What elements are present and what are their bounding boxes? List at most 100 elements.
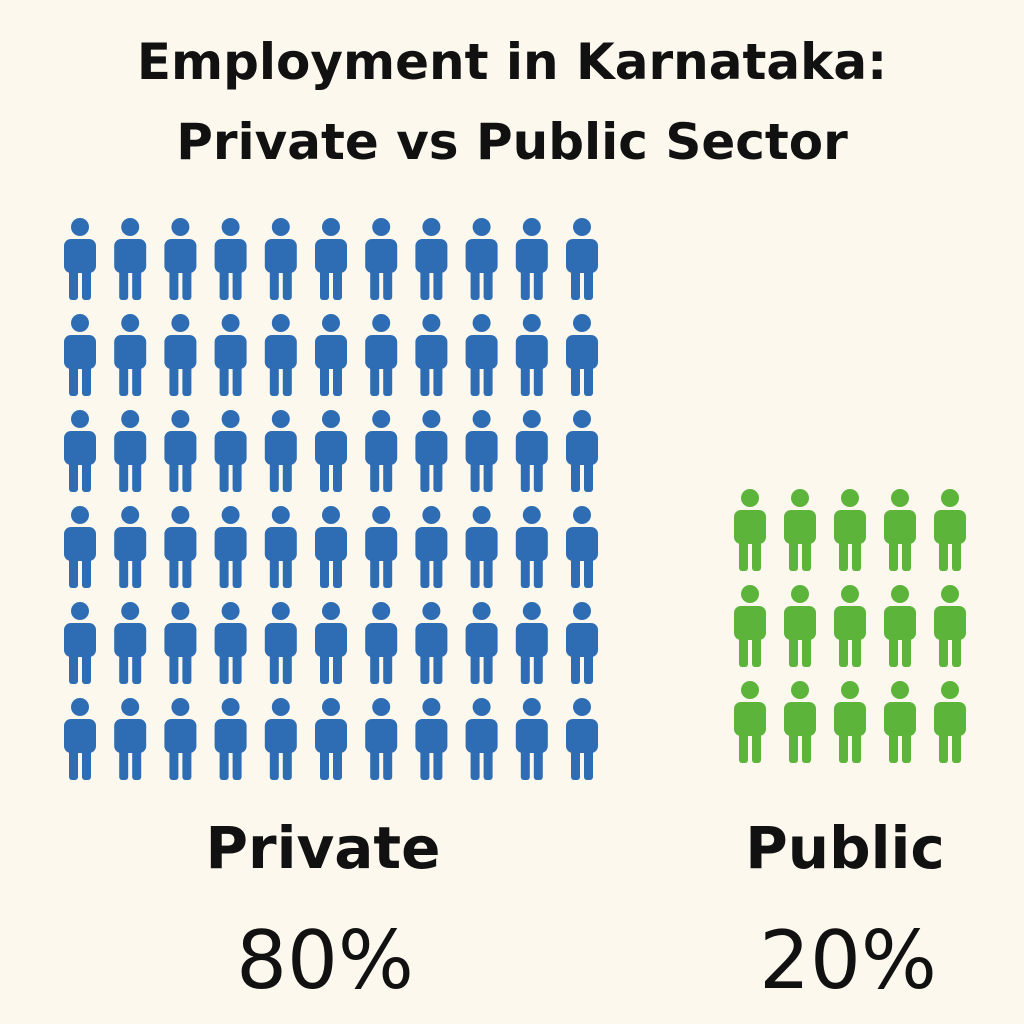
icon-head xyxy=(71,602,89,620)
icon-leg xyxy=(889,537,898,571)
person-icon xyxy=(934,585,966,667)
icon-head xyxy=(941,585,959,603)
icon-leg xyxy=(182,266,192,300)
icon-leg xyxy=(584,554,593,588)
icon-leg xyxy=(520,362,530,396)
icon-head xyxy=(71,698,89,716)
icon-head xyxy=(372,410,391,428)
person-icon xyxy=(315,314,347,396)
icon-leg xyxy=(739,729,748,763)
icon-leg xyxy=(952,729,961,763)
icon-group xyxy=(734,489,966,763)
icon-leg xyxy=(269,746,279,780)
icon-leg xyxy=(320,554,329,588)
icon-leg xyxy=(182,554,192,588)
icon-head xyxy=(472,410,491,428)
icon-leg xyxy=(533,458,543,492)
icon-body xyxy=(884,510,916,544)
icon-head xyxy=(522,602,541,620)
icon-head xyxy=(322,314,340,332)
person-icon xyxy=(834,681,866,763)
icon-body xyxy=(884,606,916,640)
icon-head xyxy=(422,602,441,620)
icon-head xyxy=(221,314,240,332)
icon-leg xyxy=(533,746,543,780)
icon-head xyxy=(422,506,441,524)
icon-leg xyxy=(939,729,948,763)
icon-leg xyxy=(571,554,580,588)
icon-head xyxy=(322,602,340,620)
icon-leg xyxy=(383,266,393,300)
icon-body xyxy=(114,623,147,657)
icon-leg xyxy=(333,554,342,588)
category-label: Private xyxy=(205,814,440,882)
icon-body xyxy=(164,431,197,465)
icon-leg xyxy=(584,650,593,684)
icon-head xyxy=(271,698,290,716)
icon-leg xyxy=(889,729,898,763)
icon-leg xyxy=(320,362,329,396)
icon-body xyxy=(365,623,398,657)
icon-leg xyxy=(119,362,129,396)
icon-leg xyxy=(119,746,129,780)
icon-leg xyxy=(420,554,430,588)
icon-leg xyxy=(232,554,242,588)
icon-leg xyxy=(483,362,493,396)
icon-head xyxy=(221,602,240,620)
icon-leg xyxy=(902,729,911,763)
icon-body xyxy=(264,431,297,465)
icon-body xyxy=(934,702,966,736)
person-icon xyxy=(164,314,197,396)
icon-leg xyxy=(132,458,142,492)
icon-head xyxy=(71,506,89,524)
icon-leg xyxy=(902,537,911,571)
icon-head xyxy=(472,314,491,332)
person-icon xyxy=(264,506,297,588)
icon-leg xyxy=(739,633,748,667)
icon-leg xyxy=(939,537,948,571)
icon-body xyxy=(264,239,297,273)
icon-body xyxy=(214,335,247,369)
icon-head xyxy=(573,506,591,524)
icon-head xyxy=(271,314,290,332)
icon-body xyxy=(315,719,347,753)
person-icon xyxy=(515,314,548,396)
person-icon xyxy=(734,681,766,763)
icon-leg xyxy=(132,362,142,396)
icon-body xyxy=(934,606,966,640)
person-icon xyxy=(64,602,96,684)
icon-leg xyxy=(520,266,530,300)
icon-leg xyxy=(182,650,192,684)
icon-body xyxy=(415,239,448,273)
icon-body xyxy=(784,702,816,736)
icon-leg xyxy=(119,458,129,492)
person-icon xyxy=(884,585,916,667)
icon-head xyxy=(271,410,290,428)
person-icon xyxy=(734,489,766,571)
icon-leg xyxy=(483,266,493,300)
icon-leg xyxy=(752,633,761,667)
person-icon xyxy=(315,506,347,588)
icon-body xyxy=(264,335,297,369)
person-icon xyxy=(465,218,498,300)
icon-body xyxy=(465,335,498,369)
icon-leg xyxy=(383,362,393,396)
icon-leg xyxy=(433,746,443,780)
icon-leg xyxy=(269,650,279,684)
icon-leg xyxy=(584,458,593,492)
icon-body xyxy=(784,606,816,640)
icon-body xyxy=(114,431,147,465)
icon-leg xyxy=(169,554,179,588)
person-icon xyxy=(784,585,816,667)
icon-leg xyxy=(232,746,242,780)
person-icon xyxy=(365,602,398,684)
person-icon xyxy=(566,506,598,588)
icon-head xyxy=(522,410,541,428)
icon-leg xyxy=(739,537,748,571)
icon-leg xyxy=(533,554,543,588)
icon-body xyxy=(515,623,548,657)
icon-body xyxy=(164,527,197,561)
person-icon xyxy=(64,314,96,396)
icon-leg xyxy=(82,650,91,684)
icon-leg xyxy=(219,458,229,492)
